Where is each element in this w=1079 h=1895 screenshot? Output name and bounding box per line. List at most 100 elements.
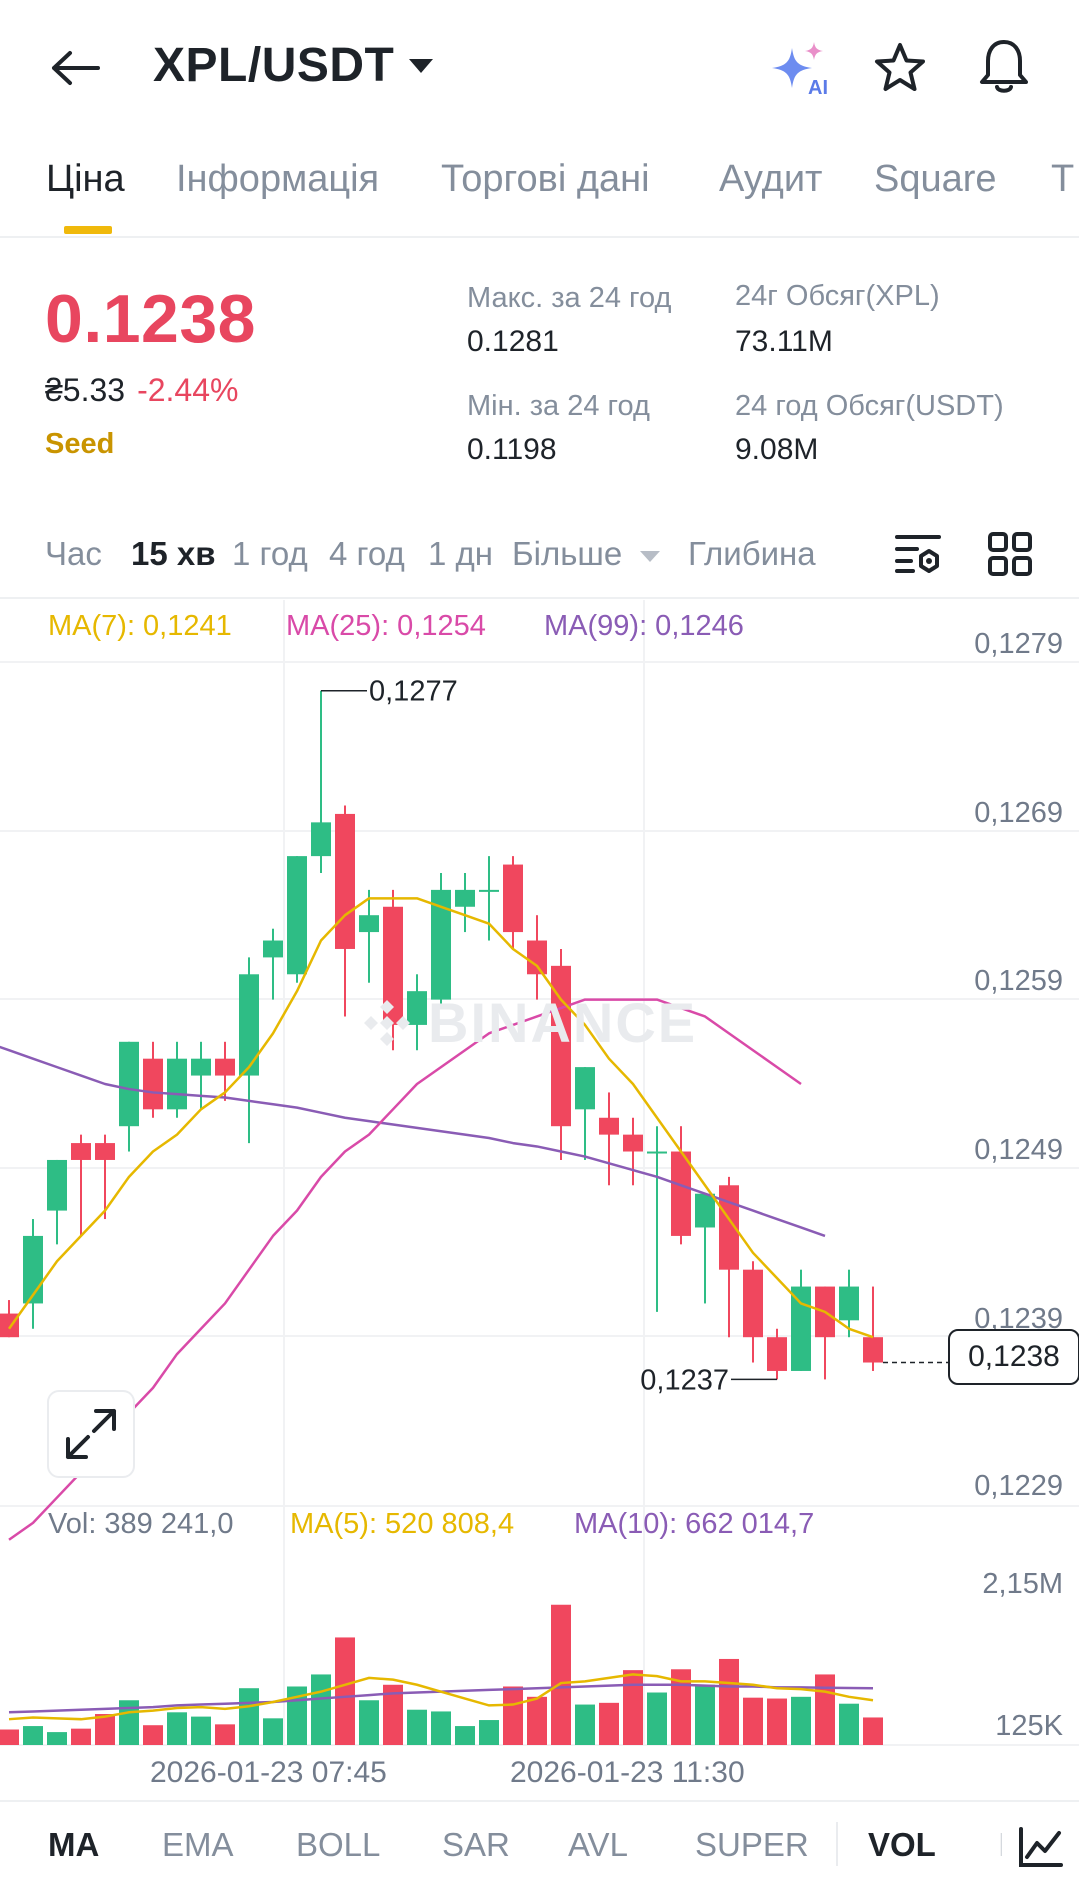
- volume-bar: [671, 1669, 691, 1745]
- interval-time[interactable]: Час: [45, 535, 102, 572]
- candle-body: [383, 906, 403, 1025]
- price-change: -2.44%: [137, 372, 239, 408]
- indicator-settings-button[interactable]: [1002, 1812, 1079, 1882]
- price-uah: ₴5.33: [45, 372, 126, 408]
- pair-selector[interactable]: XPL/USDT: [153, 38, 434, 93]
- indicator-vol[interactable]: VOL: [868, 1826, 936, 1863]
- depth-tab[interactable]: Глибина: [688, 535, 816, 572]
- last-price: 0.1238: [45, 281, 256, 357]
- tab-square[interactable]: Square: [874, 158, 997, 200]
- volume-bar: [455, 1726, 475, 1745]
- interval-15m[interactable]: 15 хв: [131, 535, 216, 572]
- chart-grid: [0, 600, 1079, 1746]
- favorite-button[interactable]: [868, 36, 932, 100]
- ai-assistant-button[interactable]: AI: [762, 36, 838, 100]
- high-24h-value: 0.1281: [467, 325, 559, 358]
- volume-bars: [0, 1604, 883, 1745]
- volume-bar: [647, 1692, 667, 1745]
- indicator-sar[interactable]: SAR: [442, 1826, 510, 1863]
- volume-bar: [863, 1717, 883, 1745]
- price-axis-tick: 0,1259: [974, 965, 1063, 997]
- ai-label: AI: [808, 77, 828, 98]
- pair-title: XPL/USDT: [153, 39, 395, 92]
- volume-bar: [815, 1674, 835, 1745]
- tab-trading-data[interactable]: Торгові дані: [441, 158, 650, 200]
- ma25-legend: MA(25): 0,1254: [286, 610, 486, 642]
- volume-bar: [503, 1686, 523, 1745]
- volume-bar: [0, 1729, 19, 1745]
- candlestick-chart[interactable]: 0,1277 0,1237: [0, 598, 1079, 1800]
- market-tabs: Ціна Інформація Торгові дані Аудит Squar…: [0, 150, 1079, 238]
- ma-lines: [0, 897, 874, 1541]
- ai-sparkle-icon: AI: [772, 42, 828, 98]
- ma99-line: [0, 1045, 826, 1238]
- low-24h-value: 0.1198: [467, 433, 557, 466]
- candle-body: [95, 1143, 115, 1160]
- tab-audit[interactable]: Аудит: [719, 158, 823, 200]
- vol-base-value: 73.11M: [735, 325, 833, 358]
- candle-body: [839, 1286, 859, 1321]
- interval-more-label: Більше: [512, 535, 623, 572]
- interval-more[interactable]: Більше: [512, 535, 661, 573]
- volume-bar: [527, 1696, 547, 1745]
- layout-button[interactable]: [978, 522, 1042, 586]
- fullscreen-button[interactable]: [47, 1390, 135, 1478]
- vol-quote-label: 24 год Обсяг(USDT): [735, 390, 1004, 422]
- indicator-boll[interactable]: BOLL: [296, 1826, 381, 1863]
- candle-body: [71, 1143, 91, 1160]
- volume-bar: [479, 1720, 499, 1745]
- volume-bar: [791, 1696, 811, 1745]
- candle-body: [503, 864, 523, 933]
- volume-bar: [743, 1697, 763, 1745]
- indicator-avl[interactable]: AVL: [568, 1826, 628, 1863]
- low-24h-label: Мін. за 24 год: [467, 390, 650, 422]
- candle-body: [863, 1337, 883, 1363]
- candle-body: [431, 889, 451, 1000]
- tab-info[interactable]: Інформація: [176, 158, 380, 200]
- last-price-tag: 0,1238: [948, 1329, 1079, 1385]
- volume-bar: [143, 1725, 163, 1745]
- volume-bar: [551, 1604, 571, 1745]
- seed-tag[interactable]: Seed: [45, 428, 115, 460]
- candle-body: [791, 1286, 811, 1371]
- indicator-super[interactable]: SUPER: [695, 1826, 809, 1863]
- volume-bar: [407, 1709, 427, 1745]
- candles: [0, 690, 883, 1380]
- time-axis-label: 2026-01-23 07:45: [150, 1756, 387, 1789]
- volume-bar: [767, 1698, 787, 1745]
- price-fiat-row: ₴5.33 -2.44%: [45, 372, 238, 409]
- alerts-button[interactable]: [972, 34, 1036, 98]
- volume-bar: [71, 1728, 91, 1745]
- candle-body: [167, 1058, 187, 1110]
- grid-icon: [988, 532, 1032, 576]
- volume-bar: [335, 1637, 355, 1745]
- volume-axis-tick: 2,15M: [982, 1568, 1063, 1600]
- volume-bar: [47, 1732, 67, 1745]
- back-button[interactable]: [40, 38, 110, 98]
- ma25-line: [8, 998, 802, 1541]
- volume-bar: [95, 1714, 115, 1745]
- volume-bar: [23, 1726, 43, 1745]
- volume-bar: [167, 1712, 187, 1745]
- interval-1h[interactable]: 1 год: [232, 535, 308, 572]
- candle-body: [119, 1041, 139, 1127]
- volume-bar: [311, 1674, 331, 1745]
- candle-body: [191, 1058, 211, 1076]
- indicator-ma[interactable]: MA: [48, 1826, 100, 1863]
- caret-down-icon: [640, 551, 661, 563]
- interval-1d[interactable]: 1 дн: [428, 535, 494, 572]
- volume-ma5-line: [8, 1673, 874, 1721]
- chart-settings-button[interactable]: [886, 522, 950, 586]
- volume-bar: [263, 1718, 283, 1745]
- price-axis-tick: 0,1229: [974, 1470, 1063, 1502]
- candle-body: [239, 974, 259, 1076]
- price-markers: 0,1277 0,1237: [321, 676, 948, 1396]
- indicator-ema[interactable]: EMA: [162, 1826, 234, 1863]
- tab-price[interactable]: Ціна: [46, 158, 125, 200]
- candle-body: [335, 813, 355, 949]
- volume-bar: [839, 1703, 859, 1745]
- tab-more[interactable]: Т: [1051, 158, 1075, 200]
- candle-body: [143, 1058, 163, 1110]
- interval-4h[interactable]: 4 год: [329, 535, 405, 572]
- candle-body: [263, 940, 283, 958]
